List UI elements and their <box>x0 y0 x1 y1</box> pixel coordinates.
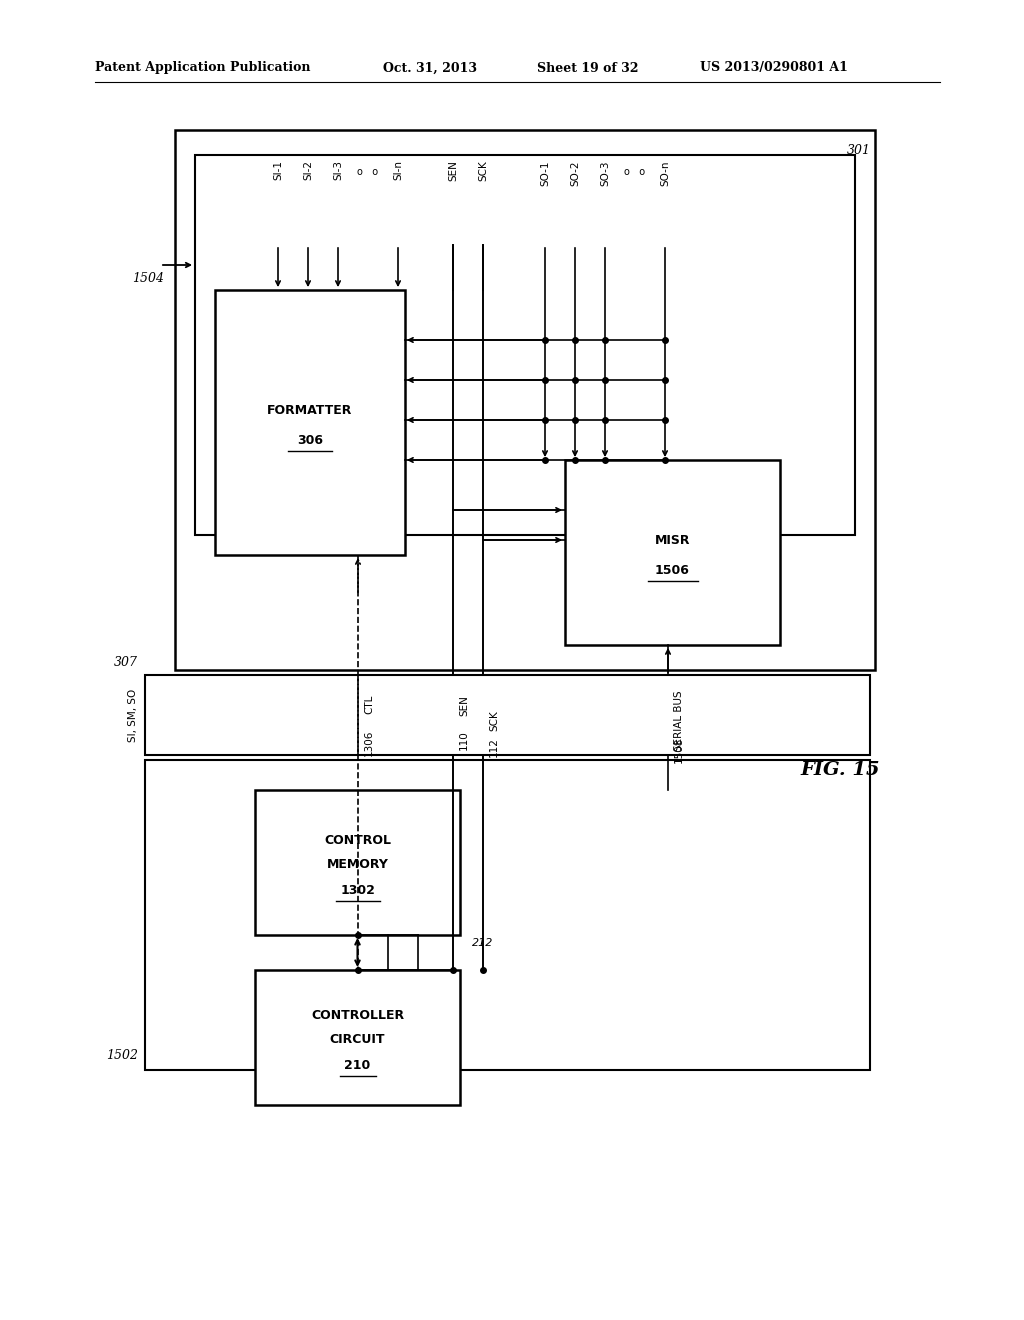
Text: US 2013/0290801 A1: US 2013/0290801 A1 <box>700 62 848 74</box>
Text: SEN: SEN <box>459 696 469 715</box>
Text: SI, SM, SO: SI, SM, SO <box>128 688 138 742</box>
Text: SERIAL BUS: SERIAL BUS <box>674 690 684 751</box>
Text: CTL: CTL <box>364 696 374 714</box>
Text: 212: 212 <box>472 937 494 948</box>
Text: SEN: SEN <box>449 160 458 181</box>
Text: SO-3: SO-3 <box>600 160 610 186</box>
Text: 307: 307 <box>114 656 138 669</box>
Text: o   o: o o <box>357 168 379 177</box>
Text: SI-3: SI-3 <box>333 160 343 180</box>
Text: SI-n: SI-n <box>393 160 403 180</box>
Text: SI-1: SI-1 <box>273 160 283 180</box>
Text: Patent Application Publication: Patent Application Publication <box>95 62 310 74</box>
Text: 210: 210 <box>344 1059 371 1072</box>
Text: FIG. 15: FIG. 15 <box>800 762 880 779</box>
Text: o   o: o o <box>625 168 645 177</box>
Text: 1302: 1302 <box>340 884 375 898</box>
Bar <box>195 154 855 535</box>
Bar <box>255 789 460 935</box>
Text: SO-n: SO-n <box>660 160 670 186</box>
Text: CONTROLLER: CONTROLLER <box>311 1008 404 1022</box>
Text: 1306: 1306 <box>364 730 374 756</box>
Text: 110: 110 <box>459 730 469 750</box>
Text: Oct. 31, 2013: Oct. 31, 2013 <box>383 62 477 74</box>
Text: SO-2: SO-2 <box>570 160 580 186</box>
Text: 1506: 1506 <box>655 564 690 577</box>
Text: 301: 301 <box>847 144 871 157</box>
Text: Sheet 19 of 32: Sheet 19 of 32 <box>537 62 639 74</box>
Text: 1508: 1508 <box>674 737 684 763</box>
Text: SI-2: SI-2 <box>303 160 313 180</box>
Bar <box>255 970 460 1105</box>
Text: 1502: 1502 <box>106 1049 138 1063</box>
Bar <box>215 290 406 554</box>
Text: MEMORY: MEMORY <box>327 858 388 871</box>
Text: 306: 306 <box>297 434 323 447</box>
Bar <box>145 760 870 1071</box>
Bar <box>565 459 780 645</box>
Text: SCK: SCK <box>478 160 488 181</box>
Text: 112: 112 <box>489 737 499 756</box>
Text: SCK: SCK <box>489 710 499 731</box>
Text: SO-1: SO-1 <box>540 160 550 186</box>
Text: 1504: 1504 <box>132 272 164 285</box>
Text: CIRCUIT: CIRCUIT <box>330 1034 385 1045</box>
Bar <box>175 129 874 671</box>
Text: MISR: MISR <box>654 535 690 546</box>
Bar <box>145 675 870 755</box>
Text: FORMATTER: FORMATTER <box>267 404 352 417</box>
Text: CONTROL: CONTROL <box>324 834 391 847</box>
